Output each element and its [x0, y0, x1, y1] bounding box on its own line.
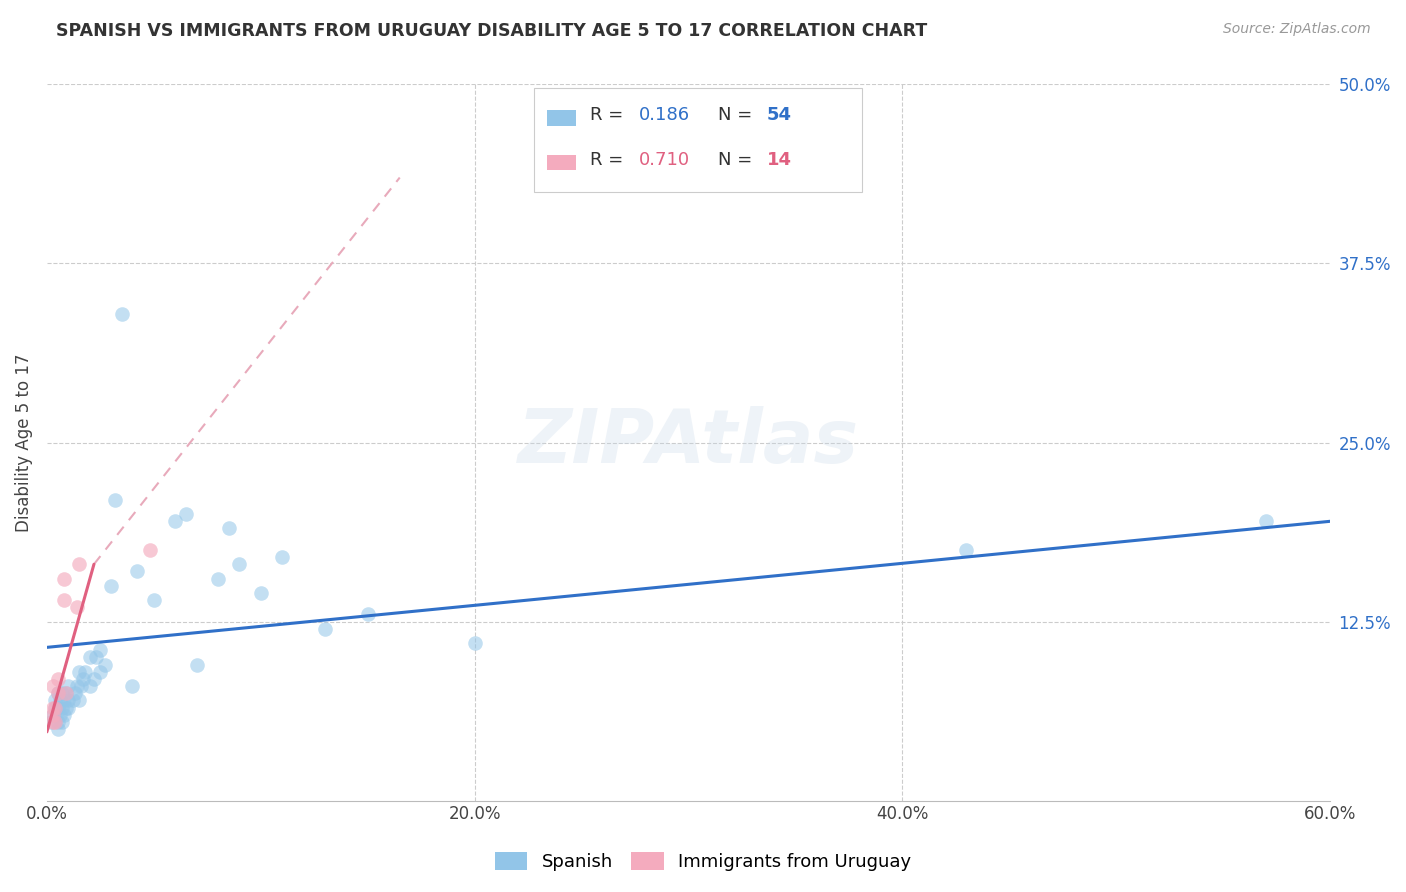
Point [53, 572, 76, 586]
Point [55, 700, 77, 714]
Point [48, 707, 70, 722]
Point [51, 700, 73, 714]
Text: N =: N = [718, 106, 758, 124]
FancyBboxPatch shape [547, 111, 575, 126]
Text: R =: R = [589, 151, 628, 169]
Point [44, 700, 66, 714]
Point [357, 607, 380, 622]
Point [58, 700, 80, 714]
Point [46, 722, 69, 736]
Point [51, 714, 73, 729]
Point [138, 543, 160, 558]
Point [955, 543, 977, 558]
Point [58, 693, 80, 707]
Point [51, 686, 73, 700]
Text: 54: 54 [766, 106, 792, 124]
Point [44, 714, 66, 729]
Point [314, 622, 336, 636]
FancyBboxPatch shape [534, 88, 862, 192]
Point [53, 707, 76, 722]
Point [165, 514, 187, 528]
Point [58, 679, 80, 693]
Point [142, 593, 165, 607]
Point [44, 700, 66, 714]
Point [46, 714, 69, 729]
Point [46, 700, 69, 714]
Point [104, 492, 127, 507]
Point [79, 679, 101, 693]
Point [100, 579, 122, 593]
Point [53, 693, 76, 707]
Point [75, 665, 97, 679]
Point [63, 686, 86, 700]
Point [42, 700, 65, 714]
Point [186, 657, 208, 672]
Point [62, 693, 84, 707]
Y-axis label: Disability Age 5 to 17: Disability Age 5 to 17 [15, 353, 32, 532]
Point [79, 650, 101, 665]
Point [1254, 514, 1277, 528]
Text: 0.186: 0.186 [638, 106, 689, 124]
Point [46, 686, 69, 700]
Point [44, 693, 66, 707]
Text: N =: N = [718, 151, 758, 169]
Point [218, 521, 240, 535]
Point [42, 707, 65, 722]
Point [67, 558, 90, 572]
Point [67, 665, 90, 679]
Point [464, 636, 486, 650]
Point [67, 693, 90, 707]
Point [89, 643, 111, 657]
Point [53, 593, 76, 607]
Point [66, 600, 89, 615]
Point [125, 565, 148, 579]
Text: 14: 14 [766, 151, 792, 169]
Point [89, 665, 111, 679]
Text: SPANISH VS IMMIGRANTS FROM URUGUAY DISABILITY AGE 5 TO 17 CORRELATION CHART: SPANISH VS IMMIGRANTS FROM URUGUAY DISAB… [56, 22, 928, 40]
Text: R =: R = [589, 106, 628, 124]
Point [174, 507, 197, 521]
Point [66, 679, 89, 693]
Text: 0.710: 0.710 [638, 151, 689, 169]
Text: Source: ZipAtlas.com: Source: ZipAtlas.com [1223, 22, 1371, 37]
Point [271, 550, 294, 565]
Point [207, 572, 229, 586]
Point [249, 586, 271, 600]
Point [42, 707, 65, 722]
Point [46, 686, 69, 700]
Point [84, 650, 107, 665]
Point [55, 686, 77, 700]
Point [42, 714, 65, 729]
Point [46, 672, 69, 686]
Point [111, 307, 134, 321]
Legend: Spanish, Immigrants from Uruguay: Spanish, Immigrants from Uruguay [488, 845, 918, 879]
Point [83, 672, 105, 686]
Point [70, 679, 93, 693]
FancyBboxPatch shape [547, 154, 575, 170]
Point [55, 686, 77, 700]
Point [121, 679, 143, 693]
Point [72, 672, 94, 686]
Point [42, 679, 65, 693]
Point [93, 657, 115, 672]
Text: ZIPAtlas: ZIPAtlas [517, 406, 859, 479]
Point [48, 693, 70, 707]
Point [39, 714, 62, 729]
Point [228, 558, 250, 572]
